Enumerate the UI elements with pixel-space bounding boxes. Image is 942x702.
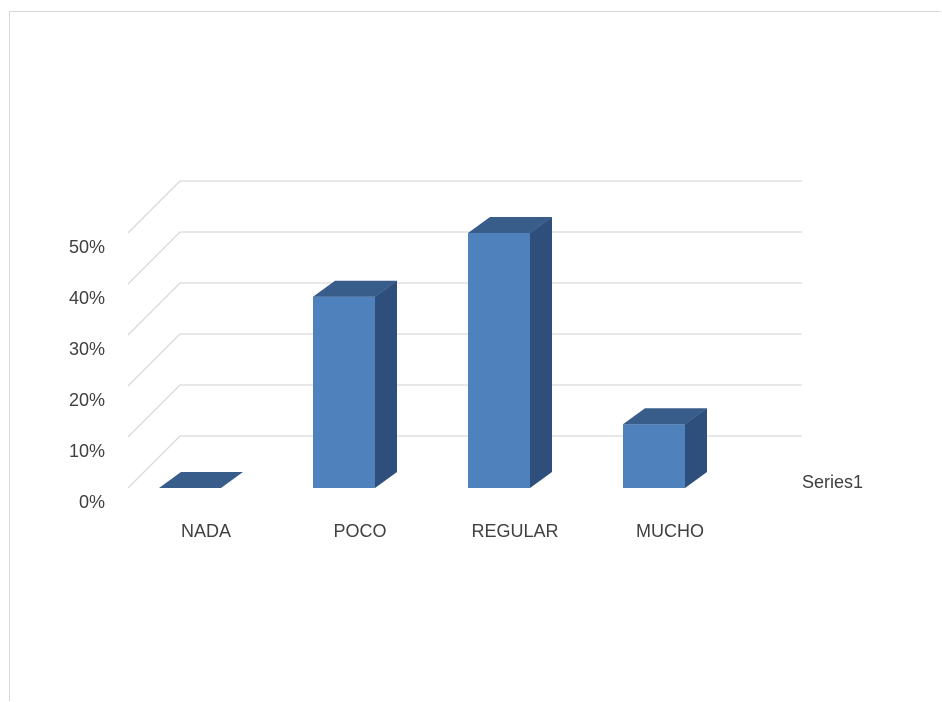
x-tick-label: NADA xyxy=(181,521,231,541)
y-axis-tick-labels: 0% 10% 20% 30% 40% 50% xyxy=(69,237,105,512)
y-tick-label: 20% xyxy=(69,390,105,410)
x-axis-tick-labels: NADA POCO REGULAR MUCHO xyxy=(181,521,704,541)
legend-entry: Series1 xyxy=(802,472,863,492)
x-tick-label: REGULAR xyxy=(471,521,558,541)
bars xyxy=(159,217,707,488)
y-tick-label: 50% xyxy=(69,237,105,257)
x-tick-label: POCO xyxy=(333,521,386,541)
gridline xyxy=(128,232,802,284)
bar-front xyxy=(468,233,530,488)
x-tick-label: MUCHO xyxy=(636,521,704,541)
y-tick-label: 30% xyxy=(69,339,105,359)
gridline xyxy=(128,283,802,335)
bar-side xyxy=(530,217,552,488)
gridline xyxy=(128,181,802,233)
bar xyxy=(468,217,552,488)
bar xyxy=(623,408,707,488)
bar-front xyxy=(623,424,685,488)
y-tick-label: 10% xyxy=(69,441,105,461)
legend: Series1 xyxy=(802,472,863,492)
gridline xyxy=(128,334,802,386)
y-tick-label: 0% xyxy=(79,492,105,512)
bar-front xyxy=(313,297,375,488)
y-tick-label: 40% xyxy=(69,288,105,308)
bar-top xyxy=(159,472,243,488)
bar xyxy=(313,281,397,488)
bar-side xyxy=(375,281,397,488)
bar xyxy=(159,472,243,488)
